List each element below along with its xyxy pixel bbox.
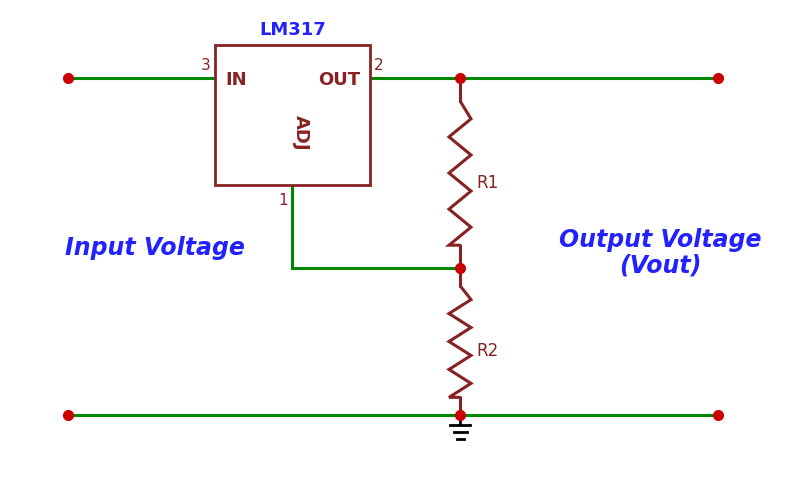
Text: (Vout): (Vout) [618, 253, 701, 277]
Text: OUT: OUT [318, 71, 360, 89]
Text: 2: 2 [374, 58, 384, 73]
Text: R2: R2 [476, 343, 498, 360]
Text: Input Voltage: Input Voltage [65, 236, 245, 260]
Text: R1: R1 [476, 174, 498, 192]
Text: 1: 1 [279, 193, 288, 208]
Text: Output Voltage: Output Voltage [559, 228, 761, 252]
Text: IN: IN [225, 71, 247, 89]
Text: 3: 3 [201, 58, 211, 73]
FancyBboxPatch shape [215, 45, 370, 185]
Text: ADJ: ADJ [291, 115, 310, 151]
Text: LM317: LM317 [259, 21, 326, 39]
